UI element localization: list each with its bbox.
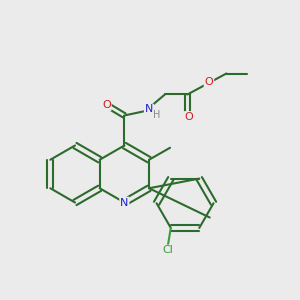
Text: Cl: Cl bbox=[162, 245, 173, 255]
Text: N: N bbox=[120, 197, 129, 208]
Text: O: O bbox=[205, 76, 213, 87]
Text: O: O bbox=[184, 112, 193, 122]
Text: H: H bbox=[153, 110, 160, 121]
Text: N: N bbox=[145, 104, 153, 115]
Text: O: O bbox=[102, 100, 111, 110]
